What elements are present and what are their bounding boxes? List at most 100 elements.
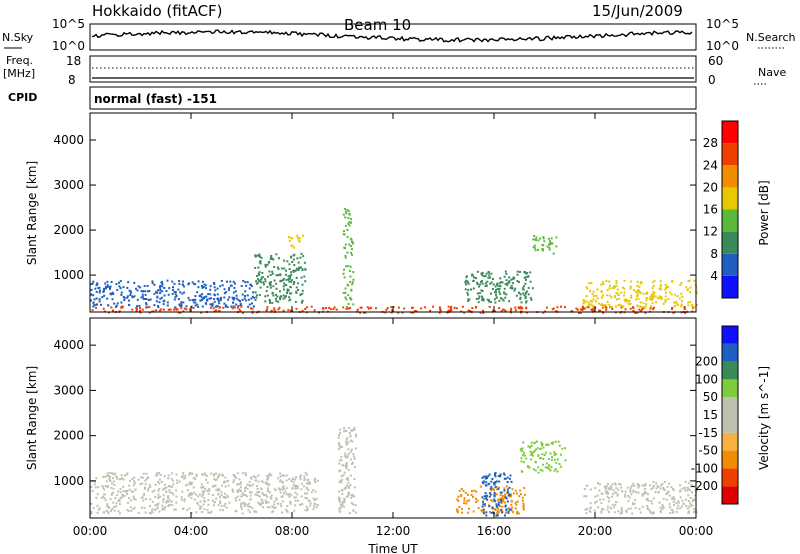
echo-cell <box>115 502 118 505</box>
echo-cell <box>505 279 508 282</box>
echo-cell <box>190 483 193 486</box>
echo-cell <box>644 484 647 487</box>
echo-cell <box>194 295 197 297</box>
echo-cell <box>610 306 613 308</box>
echo-cell <box>90 502 93 505</box>
echo-cell <box>590 308 593 311</box>
echo-cell <box>480 509 483 512</box>
echo-cell <box>351 440 354 443</box>
echo-cell <box>477 285 480 288</box>
echo-cell <box>257 474 260 477</box>
echo-cell <box>104 499 107 502</box>
echo-cell <box>136 289 139 292</box>
echo-cell <box>282 309 285 312</box>
echo-cell <box>347 485 350 488</box>
echo-cell <box>242 501 245 504</box>
echo-cell <box>607 500 610 503</box>
echo-cell <box>643 491 646 494</box>
echo-cell <box>439 309 442 312</box>
echo-cell <box>113 509 116 512</box>
echo-cell <box>96 511 99 514</box>
echo-cell <box>273 309 276 312</box>
echo-cell <box>578 311 580 314</box>
echo-cell <box>634 298 637 301</box>
echo-cell <box>497 284 500 287</box>
echo-cell <box>481 510 484 513</box>
echo-cell <box>670 293 673 296</box>
echo-cell <box>492 278 494 280</box>
echo-cell <box>277 308 280 311</box>
echo-cell <box>307 478 310 481</box>
echo-cell <box>282 288 285 291</box>
echo-cell <box>293 246 295 249</box>
echo-cell <box>102 486 105 489</box>
echo-cell <box>344 452 347 455</box>
echo-cell <box>511 506 514 509</box>
echo-cell <box>595 300 597 303</box>
echo-cell <box>208 488 211 491</box>
echo-cell <box>170 500 173 503</box>
echo-cell <box>658 501 661 504</box>
echo-cell <box>561 447 564 450</box>
echo-cell <box>659 487 662 490</box>
echo-cell <box>94 480 96 483</box>
echo-cell <box>232 298 235 301</box>
echo-cell <box>294 300 297 303</box>
echo-cell <box>265 290 268 293</box>
echo-cell <box>258 495 261 498</box>
echo-cell <box>288 263 291 266</box>
echo-cell <box>144 482 147 485</box>
echo-cell <box>678 297 681 300</box>
echo-cell <box>201 495 203 498</box>
echo-cell <box>345 463 348 466</box>
echo-cell <box>607 497 610 500</box>
echo-cell <box>551 441 554 444</box>
nave-tick-top: 60 <box>708 54 723 68</box>
echo-cell <box>636 280 639 283</box>
echo-cell <box>488 492 491 495</box>
echo-cell <box>460 495 463 498</box>
echo-cell <box>475 497 477 500</box>
echo-cell <box>611 493 614 496</box>
echo-cell <box>224 492 227 495</box>
echo-cell <box>283 282 286 285</box>
echo-cell <box>260 277 263 280</box>
echo-cell <box>659 285 662 288</box>
echo-cell <box>607 511 610 513</box>
cpid-value: normal (fast) -151 <box>94 92 217 106</box>
echo-cell <box>488 505 491 508</box>
echo-cell <box>636 311 639 314</box>
echo-cell <box>636 295 639 298</box>
echo-cell <box>162 500 165 503</box>
echo-cell <box>629 490 632 493</box>
echo-cell <box>236 491 239 493</box>
echo-cell <box>277 502 279 505</box>
echo-cell <box>487 276 490 279</box>
echo-cell <box>350 439 352 442</box>
echo-cell <box>158 478 161 481</box>
echo-cell <box>199 505 202 508</box>
echo-cell <box>661 508 664 510</box>
echo-cell <box>646 291 649 294</box>
colorbar-segment-8 <box>722 343 738 362</box>
echo-cell <box>276 295 279 298</box>
echo-cell <box>628 300 631 302</box>
echo-cell <box>464 288 467 291</box>
echo-cell <box>90 288 93 291</box>
echo-cell <box>585 512 588 515</box>
echo-cell <box>210 472 213 475</box>
echo-cell <box>490 480 493 483</box>
echo-cell <box>109 476 112 478</box>
echo-cell <box>504 270 507 273</box>
echo-cell <box>293 264 296 266</box>
echo-cell <box>342 505 345 508</box>
colorbar-segment-3 <box>722 209 738 232</box>
echo-cell <box>665 498 668 501</box>
echo-cell <box>346 495 349 498</box>
echo-cell <box>293 253 296 256</box>
echo-cell <box>279 295 282 298</box>
echo-cell <box>254 299 257 301</box>
echo-cell <box>465 279 468 282</box>
echo-cell <box>586 306 589 309</box>
echo-cell <box>286 290 289 293</box>
